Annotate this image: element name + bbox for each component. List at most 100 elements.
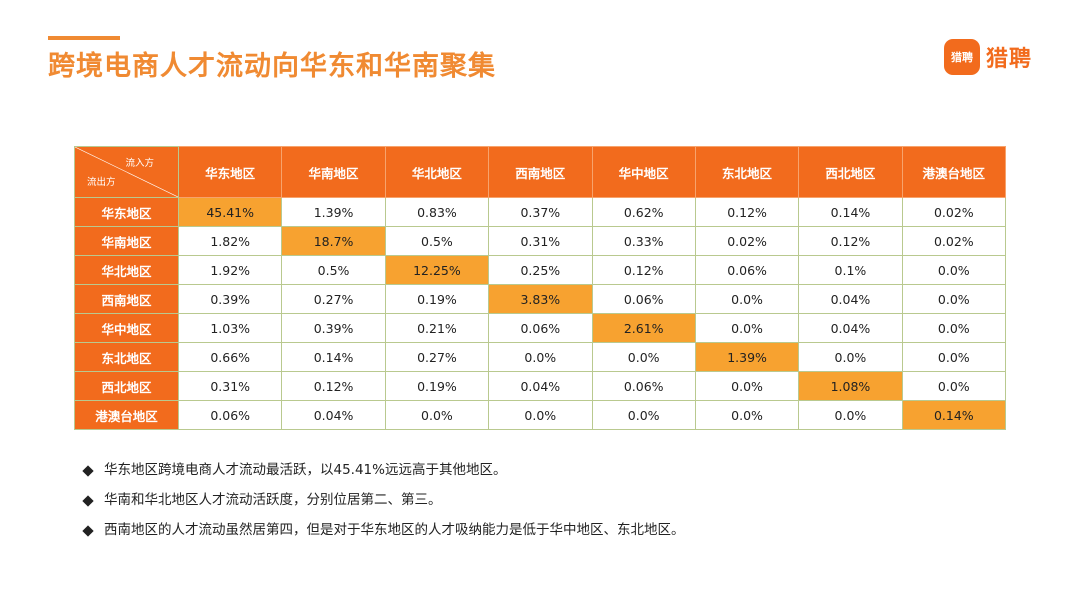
table-row: 西北地区 0.31% 0.12% 0.19% 0.04% 0.06% 0.0% 1.08% 0.… [74,371,1007,401]
table-row: 东北地区 0.66% 0.14% 0.27% 0.0% 0.0% 1.39% 0.0% 0.0% [74,342,1007,372]
table-cell: 0.19% [384,371,490,401]
table-cell: 0.33% [591,226,696,256]
table-cell: 0.04% [798,284,903,314]
table-cell: 0.31% [488,226,593,256]
table-cell-highlight: 1.39% [694,342,800,372]
table-cell-highlight: 3.83% [488,284,593,314]
table-cell: 0.21% [384,313,490,343]
table-cell-highlight: 45.41% [177,197,283,227]
title-accent-line [48,36,120,40]
column-header: 华北地区 [384,146,490,198]
row-header: 港澳台地区 [74,400,179,430]
bullet-text: 华东地区跨境电商人才流动最活跃，以45.41%远远高于其他地区。 [104,462,507,478]
column-header: 华东地区 [177,146,283,198]
row-header: 西北地区 [74,371,179,401]
table-cell: 0.02% [694,226,800,256]
table-row: 港澳台地区 0.06% 0.04% 0.0% 0.0% 0.0% 0.0% 0.0% 0.14% [74,400,1007,430]
liepin-logo: 猎聘 猎聘 [944,38,1032,76]
corner-header: 流入方 流出方 [74,146,179,198]
table-cell: 0.0% [488,342,593,372]
row-header: 华东地区 [74,197,179,227]
inflow-label: 流入方 [125,158,154,169]
table-cell: 0.0% [901,284,1007,314]
table-cell: 0.06% [488,313,593,343]
table-cell: 0.0% [694,284,800,314]
table-cell: 0.0% [901,255,1007,285]
page-title: 跨境电商人才流动向华东和华南聚集 [48,51,496,82]
table-cell: 1.03% [177,313,283,343]
table-cell: 0.0% [901,313,1007,343]
table-cell: 0.62% [591,197,696,227]
table-cell: 0.1% [798,255,903,285]
table-cell-highlight: 0.14% [901,400,1007,430]
table-row: 华北地区 1.92% 0.5% 12.25% 0.25% 0.12% 0.06% 0.1% 0.… [74,255,1007,285]
header-row: 流入方 流出方 华东地区 华南地区 华北地区 西南地区 华中地区 东北地区 西北地区 港澳台地… [74,146,1007,198]
table-cell: 0.0% [798,342,903,372]
talent-flow-matrix: 流入方 流出方 华东地区 华南地区 华北地区 西南地区 华中地区 东北地区 西北地区 港澳台地… [74,146,1007,430]
table-cell: 0.5% [281,255,386,285]
table-cell: 0.37% [488,197,593,227]
table-cell: 0.0% [901,371,1007,401]
bullet-item: 华东地区跨境电商人才流动最活跃，以45.41%远远高于其他地区。 [82,462,685,479]
table-cell-highlight: 18.7% [281,226,386,256]
row-header: 华南地区 [74,226,179,256]
table-cell: 0.02% [901,197,1007,227]
corner-diagonal-line [75,147,178,197]
table-cell: 0.12% [694,197,800,227]
logo-brand-text: 猎聘 [986,47,1033,72]
table-cell: 0.06% [591,284,696,314]
bullet-text: 西南地区的人才流动虽然居第四，但是对于华东地区的人才吸纳能力是低于华中地区、东北… [104,522,685,538]
table-cell-highlight: 2.61% [591,313,696,343]
table-cell: 1.82% [177,226,283,256]
table-cell: 0.0% [591,342,696,372]
table-cell: 0.06% [177,400,283,430]
diamond-bullet-icon [82,524,94,537]
table-cell: 1.39% [281,197,386,227]
table-cell: 0.0% [694,371,800,401]
table-cell: 0.31% [177,371,283,401]
table-cell: 0.06% [694,255,800,285]
table-cell: 0.0% [384,400,490,430]
table-cell: 0.0% [694,313,800,343]
table-row: 华中地区 1.03% 0.39% 0.21% 0.06% 2.61% 0.0% 0.04% 0.… [74,313,1007,343]
table-cell: 0.14% [798,197,903,227]
table-cell: 0.06% [591,371,696,401]
table-cell-highlight: 12.25% [384,255,490,285]
outflow-label: 流出方 [87,177,116,188]
table-cell: 0.12% [591,255,696,285]
table-cell: 0.19% [384,284,490,314]
table-cell: 0.0% [798,400,903,430]
table-cell: 0.25% [488,255,593,285]
bullet-item: 西南地区的人才流动虽然居第四，但是对于华东地区的人才吸纳能力是低于华中地区、东北… [82,522,685,539]
column-header: 华南地区 [281,146,386,198]
column-header: 华中地区 [591,146,696,198]
table-row: 华东地区 45.41% 1.39% 0.83% 0.37% 0.62% 0.12% 0.14%… [74,197,1007,227]
table-cell: 0.0% [694,400,800,430]
bullet-item: 华南和华北地区人才流动活跃度，分别位居第二、第三。 [82,492,685,509]
table-cell: 0.39% [281,313,386,343]
bullet-text: 华南和华北地区人才流动活跃度，分别位居第二、第三。 [104,492,442,508]
column-header: 东北地区 [694,146,800,198]
table-cell: 0.39% [177,284,283,314]
matrix-body: 华东地区 45.41% 1.39% 0.83% 0.37% 0.62% 0.12% 0.14%… [74,197,1007,430]
table-cell: 0.27% [384,342,490,372]
logo-badge-icon: 猎聘 [944,39,980,75]
diamond-bullet-icon [82,494,94,507]
table-row: 西南地区 0.39% 0.27% 0.19% 3.83% 0.06% 0.0% 0.04% 0.… [74,284,1007,314]
column-header: 西北地区 [798,146,903,198]
table-row: 华南地区 1.82% 18.7% 0.5% 0.31% 0.33% 0.02% 0.12% 0.… [74,226,1007,256]
table-cell: 0.12% [798,226,903,256]
table-cell: 0.0% [901,342,1007,372]
table-cell: 0.5% [384,226,490,256]
table-cell: 0.83% [384,197,490,227]
table-cell-highlight: 1.08% [798,371,903,401]
column-header: 西南地区 [488,146,593,198]
table-cell: 0.12% [281,371,386,401]
table-cell: 0.27% [281,284,386,314]
bullet-list: 华东地区跨境电商人才流动最活跃，以45.41%远远高于其他地区。 华南和华北地区人… [82,462,685,552]
table-cell: 0.02% [901,226,1007,256]
table-cell: 0.14% [281,342,386,372]
table-cell: 0.0% [488,400,593,430]
table-cell: 0.04% [798,313,903,343]
table-cell: 0.66% [177,342,283,372]
